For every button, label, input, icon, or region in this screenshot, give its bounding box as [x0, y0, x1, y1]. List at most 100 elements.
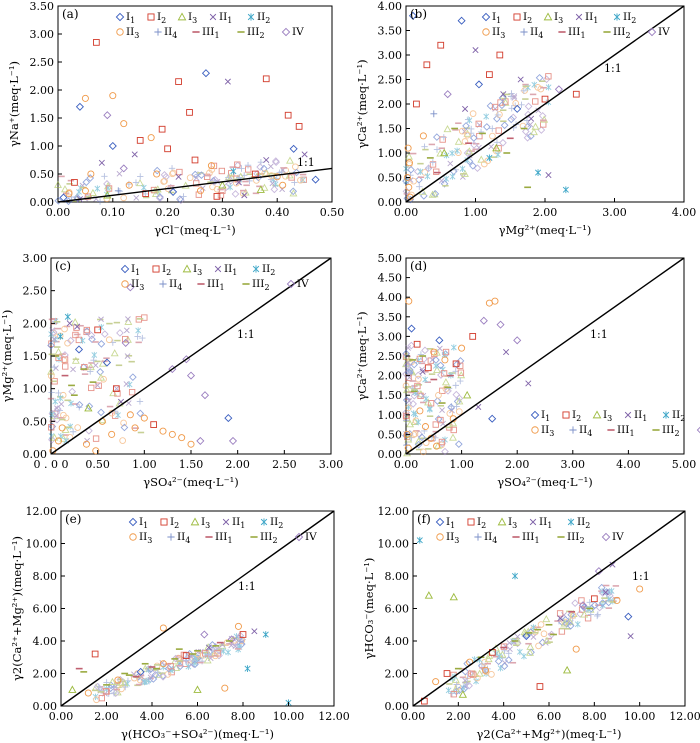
data-point [214, 650, 221, 657]
data-point [404, 435, 413, 443]
data-point [435, 391, 442, 399]
data-point [468, 670, 475, 677]
data-point [267, 163, 274, 170]
data-point [215, 651, 223, 660]
data-point [193, 685, 202, 693]
data-point [187, 440, 195, 448]
data-point [457, 369, 465, 376]
x-tick-label: 4.00 [672, 206, 697, 219]
legend-label-IV: IV [292, 26, 304, 38]
data-point [51, 336, 58, 343]
data-point [48, 435, 56, 444]
data-point [147, 674, 154, 681]
reference-line-label: 1:1 [297, 156, 315, 169]
data-point [273, 173, 281, 181]
data-point [530, 634, 537, 640]
data-point [586, 599, 593, 606]
data-point [56, 356, 62, 363]
data-point [103, 190, 112, 199]
data-point [61, 356, 69, 363]
data-point [164, 671, 172, 678]
data-point [205, 644, 212, 651]
data-point [444, 386, 452, 395]
y-tick-label: 3.00 [23, 252, 48, 265]
data-point [406, 420, 415, 428]
data-point [489, 125, 496, 132]
legend-symbol-I1 [120, 264, 130, 274]
legend-label-I1: I1 [541, 409, 550, 423]
data-point [413, 340, 421, 348]
data-point [542, 639, 549, 646]
x-tick-label: 10.00 [273, 710, 305, 723]
y-tick-label: 0.50 [30, 168, 55, 181]
data-point [496, 653, 503, 660]
data-point [311, 175, 320, 184]
data-point [504, 656, 513, 664]
data-point [432, 348, 441, 356]
data-point [139, 334, 146, 342]
data-point [454, 440, 463, 448]
data-point [493, 650, 499, 657]
panel-tag: (d) [410, 259, 427, 273]
data-point [225, 649, 231, 656]
legend-label-III2: III2 [613, 26, 631, 40]
data-point [453, 397, 462, 406]
data-point [452, 382, 459, 389]
data-point [590, 601, 599, 609]
data-point [403, 165, 409, 172]
data-point [162, 172, 170, 181]
data-point [160, 170, 169, 179]
data-point [57, 394, 64, 402]
data-point [91, 351, 98, 359]
data-point [494, 657, 503, 666]
data-point [119, 437, 126, 444]
data-point [498, 94, 507, 102]
data-point [473, 678, 479, 685]
data-point [84, 403, 93, 412]
legend-label-II3: II3 [446, 531, 459, 545]
data-point [496, 320, 505, 329]
data-point [459, 174, 466, 180]
data-point [432, 421, 439, 428]
data-point [48, 389, 55, 396]
data-point [547, 630, 556, 639]
data-point [167, 662, 174, 670]
legend-label-II1: II1 [232, 516, 245, 530]
data-point [523, 133, 532, 142]
data-point [114, 390, 121, 397]
data-point [511, 93, 518, 99]
legend-label-III1: III1 [207, 278, 225, 292]
data-point [503, 349, 510, 356]
data-point [100, 375, 107, 383]
y-tick-label: 2.00 [385, 668, 410, 681]
data-point [62, 363, 69, 370]
point-cloud [47, 314, 148, 445]
data-point [500, 662, 509, 671]
legend-symbol-II4 [520, 28, 528, 36]
data-point [156, 194, 164, 203]
data-point [260, 183, 269, 191]
data-point [284, 111, 292, 119]
data-point [53, 415, 61, 424]
data-point [571, 599, 579, 607]
data-point [447, 403, 455, 412]
data-point [450, 426, 457, 434]
legend-label-II3: II3 [131, 278, 144, 292]
reference-line [57, 167, 333, 203]
data-point [513, 639, 522, 648]
data-point [457, 377, 464, 385]
data-point [460, 684, 469, 693]
data-point [101, 173, 108, 180]
data-point [410, 391, 419, 400]
data-point [158, 125, 166, 133]
y-tick-label: 3.50 [378, 311, 403, 324]
data-point [133, 194, 140, 201]
data-point [87, 170, 95, 178]
y-tick-label: 6.00 [385, 603, 410, 616]
data-point [526, 648, 534, 656]
data-point [141, 678, 148, 686]
data-point [64, 313, 71, 321]
data-point [449, 592, 458, 601]
data-point [116, 170, 123, 177]
